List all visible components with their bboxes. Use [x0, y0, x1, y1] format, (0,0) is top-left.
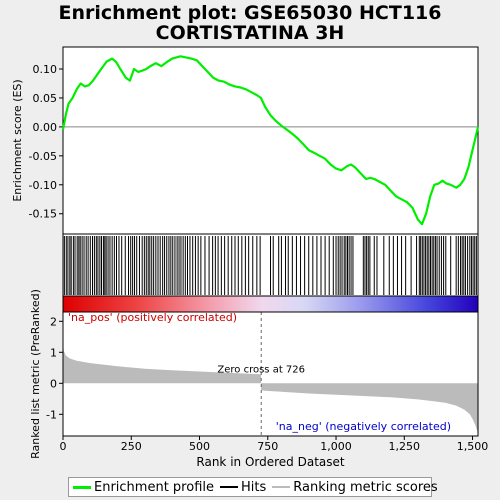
- axis-labels: 0 250 500 750 1,000 1,250 1,500 Rank in Ordered…: [60, 436, 489, 469]
- rank-ytick-label: 2: [50, 315, 57, 328]
- legend-item-hits: Hits: [220, 480, 266, 495]
- legend-label-hits: Hits: [241, 479, 267, 495]
- positive-correlation-label: 'na_pos' (positively correlated): [68, 311, 237, 324]
- legend-item-ranking: Ranking metric scores: [272, 479, 438, 495]
- legend-label-ranking: Ranking metric scores: [293, 479, 438, 495]
- rank-color-gradient: [62, 295, 479, 313]
- es-ytick-label: 0.05: [33, 92, 58, 105]
- rank-ytick-label: 0: [50, 377, 57, 390]
- es-ytick-label: -0.05: [29, 150, 57, 163]
- zero-cross-label: Zero cross at 726: [217, 364, 305, 375]
- enrichment-profile-swatch-icon: [73, 485, 91, 489]
- xtick-label: 1,000: [320, 440, 352, 453]
- xtick-label: 500: [189, 440, 210, 453]
- es-ytick-label: -0.10: [29, 179, 57, 192]
- ranking-gradient-bar: [62, 295, 479, 313]
- xtick-label: 750: [257, 440, 278, 453]
- xtick-label: 1,250: [389, 440, 421, 453]
- enrichment-profile-line: [61, 55, 480, 226]
- es-ytick-label: 0.00: [33, 121, 58, 134]
- ranking-metric-panel: 2 1 0 -1 Zero cross at 726 'na_pos' (positive…: [29, 289, 479, 459]
- legend-item-enrichment-profile: Enrichment profile: [73, 480, 214, 495]
- ranking-swatch-icon: [272, 486, 291, 488]
- rank-ytick-label: -1: [46, 408, 57, 421]
- hits-swatch-icon: [220, 486, 238, 488]
- es-ylabel: Enrichment score (ES): [11, 79, 24, 201]
- es-ytick-label: 0.10: [33, 63, 58, 76]
- chart-title-line-1: Enrichment plot: GSE65030 HCT116: [58, 2, 442, 24]
- chart-title-line-2: CORTISTATINA 3H: [155, 22, 345, 44]
- xtick-label: 0: [60, 440, 67, 453]
- enrichment-score-panel: 0.10 0.05 0.00 -0.05 -0.10 -0.15 Enrichment sc…: [11, 46, 480, 235]
- legend: Enrichment profile Hits Ranking metric s…: [68, 477, 438, 497]
- xtick-label: 1,500: [457, 440, 489, 453]
- negative-correlation-label: 'na_neg' (negatively correlated): [276, 420, 451, 433]
- hits-panel: [62, 233, 479, 297]
- rank-plot-frame: [62, 311, 479, 437]
- x-axis-label: Rank in Ordered Dataset: [196, 455, 344, 469]
- xtick-label: 250: [121, 440, 142, 453]
- legend-label-enrichment-profile: Enrichment profile: [94, 479, 214, 495]
- ranking-metric-area: [63, 343, 478, 433]
- rank-ytick-label: 1: [50, 346, 57, 359]
- es-ytick-label: -0.15: [29, 208, 57, 221]
- rank-ylabel: Ranked list metric (PreRanked): [29, 289, 42, 459]
